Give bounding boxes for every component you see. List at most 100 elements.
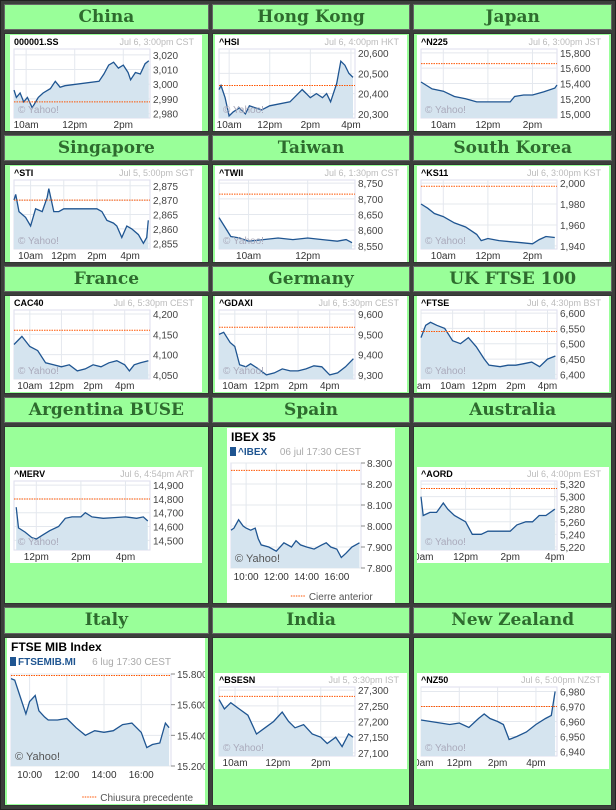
x-tick-label: 12pm [475,120,500,131]
x-tick-label: 12pm [475,251,500,262]
chart-date: Jul 6, 3:00pm KST [527,168,602,178]
legend-swatch [230,446,237,456]
area-fill [11,678,170,767]
chart-date: Jul 5, 3:30pm IST [329,675,400,685]
price-line [15,507,149,540]
yahoo-watermark: © Yahoo! [18,105,59,116]
y-tick-label: 14,700 [153,509,184,520]
y-tick-label: 7.900 [367,543,392,554]
region-title-new-zealand: New Zealand [413,607,612,634]
line-chart-n225: ^N225 Jul 6, 3:00pm JST 10am 12pm 2pm 15,000 1… [416,34,609,131]
x-tick-label: 2pm [114,120,133,131]
y-tick-label: 3,020 [153,50,178,61]
line-chart-twii: ^TWII Jul 6, 1:30pm CST 10am 12pm 8,550 8,600… [215,165,408,262]
price-line [13,335,149,373]
y-tick-label: 4,050 [153,371,178,382]
x-tick-label: 10am [14,120,39,131]
x-tick-label: 12pm [446,758,471,769]
y-tick-label: 9,500 [358,331,383,342]
y-tick-label: 15.600 [177,701,205,712]
x-tick-label: 4pm [537,381,556,392]
chart-date: Jul 6, 5:30pm CEST [114,298,195,308]
chart-symbol: ^BSESN [219,675,255,685]
chart-title: IBEX 35 [231,430,276,444]
y-tick-label: 4,100 [153,351,178,362]
chart-date: Jul 6, 4:54pm ART [121,469,195,479]
y-tick-label: 14,600 [153,523,184,534]
area-fill [420,322,556,380]
region-title-south-korea: South Korea [413,134,612,162]
yahoo-watermark: © Yahoo! [223,366,264,377]
x-tick-label: 12pm [52,251,77,262]
x-tick-label: 2pm [311,758,330,769]
y-tick-label: 14,500 [153,537,184,548]
area-fill [420,203,555,249]
y-tick-label: 27,300 [358,686,389,697]
y-tick-label: 5,320 [560,480,585,491]
x-tick-label: 12pm [471,381,496,392]
y-tick-label: 6,400 [560,371,585,382]
yahoo-watermark: © Yahoo! [425,236,466,247]
price-line [420,496,555,536]
region-title-spain: Spain [211,396,411,423]
chart-cell-australia: ^AORD Jul 6, 4:00pm EST 10am 12pm 2pm 4pm5,22… [413,426,612,605]
y-tick-label: 3,000 [153,80,178,91]
x-tick-label: 12pm [453,552,478,563]
x-tick-label: 12:00 [264,572,289,583]
x-tick-label: 10am [430,251,455,262]
area-fill [219,699,353,757]
region-title-france: France [4,265,209,293]
chart-cell-india: ^BSESN Jul 5, 3:30pm IST 10am 12pm 2pm 27,100… [211,636,411,806]
legend-previous-close-label: Chiusura precedente [101,793,194,804]
chart-cell-france: CAC40 Jul 6, 5:30pm CEST 10am 12pm 2pm 4pm 4,0… [4,295,209,394]
y-tick-label: 15.400 [177,732,205,743]
x-tick-label: 2pm [522,251,541,262]
x-tick-label: 4pm [121,251,140,262]
y-tick-label: 20,400 [358,89,389,100]
yahoo-watermark: © Yahoo! [425,537,466,548]
chart-cell-new-zealand: ^NZ50 Jul 6, 5:00pm NZST 10am 12pm 2pm 4pm 6,9… [413,636,612,806]
x-tick-label: 4pm [341,120,360,131]
x-tick-label: 10am [18,251,43,262]
chart-symbol: ^FTSE [421,298,449,308]
y-tick-label: 15,200 [560,94,591,105]
x-tick-label: 14:00 [294,572,319,583]
x-tick-label: 4pm [320,381,339,392]
y-tick-label: 2,875 [153,181,178,192]
y-tick-label: 5,220 [560,543,585,554]
chart-cell-japan: ^N225 Jul 6, 3:00pm JST 10am 12pm 2pm 15,000 1… [413,33,612,132]
chart-cell-spain: IBEX 35 06 jul 17:30 CEST ^IBEX 10:00 12:00 1… [211,426,411,605]
y-tick-label: 15.200 [177,762,205,773]
line-chart-000001ss: 000001.SS Jul 6, 3:00pm CST 10am 12pm 2pm 2,9… [10,34,203,131]
x-tick-label: 4pm [115,381,134,392]
chart-symbol: ^HSI [219,37,239,47]
x-tick-label: 10am [417,552,434,563]
chart-symbol: ^N225 [421,37,448,47]
y-tick-label: 8.200 [367,480,392,491]
chart-date: Jul 6, 4:30pm BST [527,298,602,308]
y-tick-label: 15,400 [560,79,591,90]
area-fill [420,496,555,551]
y-tick-label: 1,980 [560,200,585,211]
x-tick-label: 14:00 [92,770,117,781]
x-tick-label: 16:00 [129,770,154,781]
x-tick-label: 2pm [488,758,507,769]
chart-symbol: ^IBEX [238,447,268,458]
chart-date: Jul 6, 5:00pm NZST [521,675,602,685]
y-tick-label: 6,980 [560,688,585,699]
line-chart-gdaxi: ^GDAXI Jul 6, 5:30pm CEST 10am 12pm 2pm 4pm 9,… [215,296,408,393]
y-tick-label: 27,250 [358,702,389,713]
x-tick-label: 12:00 [55,770,80,781]
y-tick-label: 8.300 [367,459,392,470]
x-tick-label: 10am [430,120,455,131]
y-tick-label: 8.000 [367,522,392,533]
price-line [420,202,555,244]
yahoo-watermark: © Yahoo! [425,743,466,754]
y-tick-label: 5,280 [560,505,585,516]
x-tick-label: 12pm [24,552,49,563]
chart-cell-taiwan: ^TWII Jul 6, 1:30pm CST 10am 12pm 8,550 8,600… [211,164,411,263]
price-line [420,81,558,103]
y-tick-label: 27,200 [358,718,389,729]
x-tick-label: 10am [18,381,43,392]
line-chart-bsesn: ^BSESN Jul 5, 3:30pm IST 10am 12pm 2pm 27,100… [215,673,408,770]
